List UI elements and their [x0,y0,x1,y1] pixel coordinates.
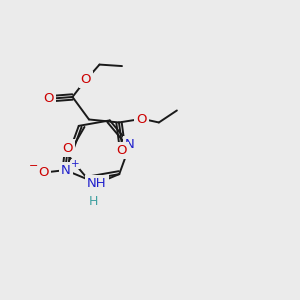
Text: N: N [61,164,70,177]
Text: O: O [81,73,91,86]
Text: O: O [43,92,54,105]
Text: O: O [62,142,73,154]
Text: +: + [71,159,80,169]
Text: N: N [125,138,135,151]
Text: NH: NH [87,177,106,190]
Text: −: − [29,161,38,171]
Text: O: O [136,113,147,126]
Text: O: O [38,166,49,178]
Text: O: O [117,144,127,157]
Text: H: H [89,195,98,208]
